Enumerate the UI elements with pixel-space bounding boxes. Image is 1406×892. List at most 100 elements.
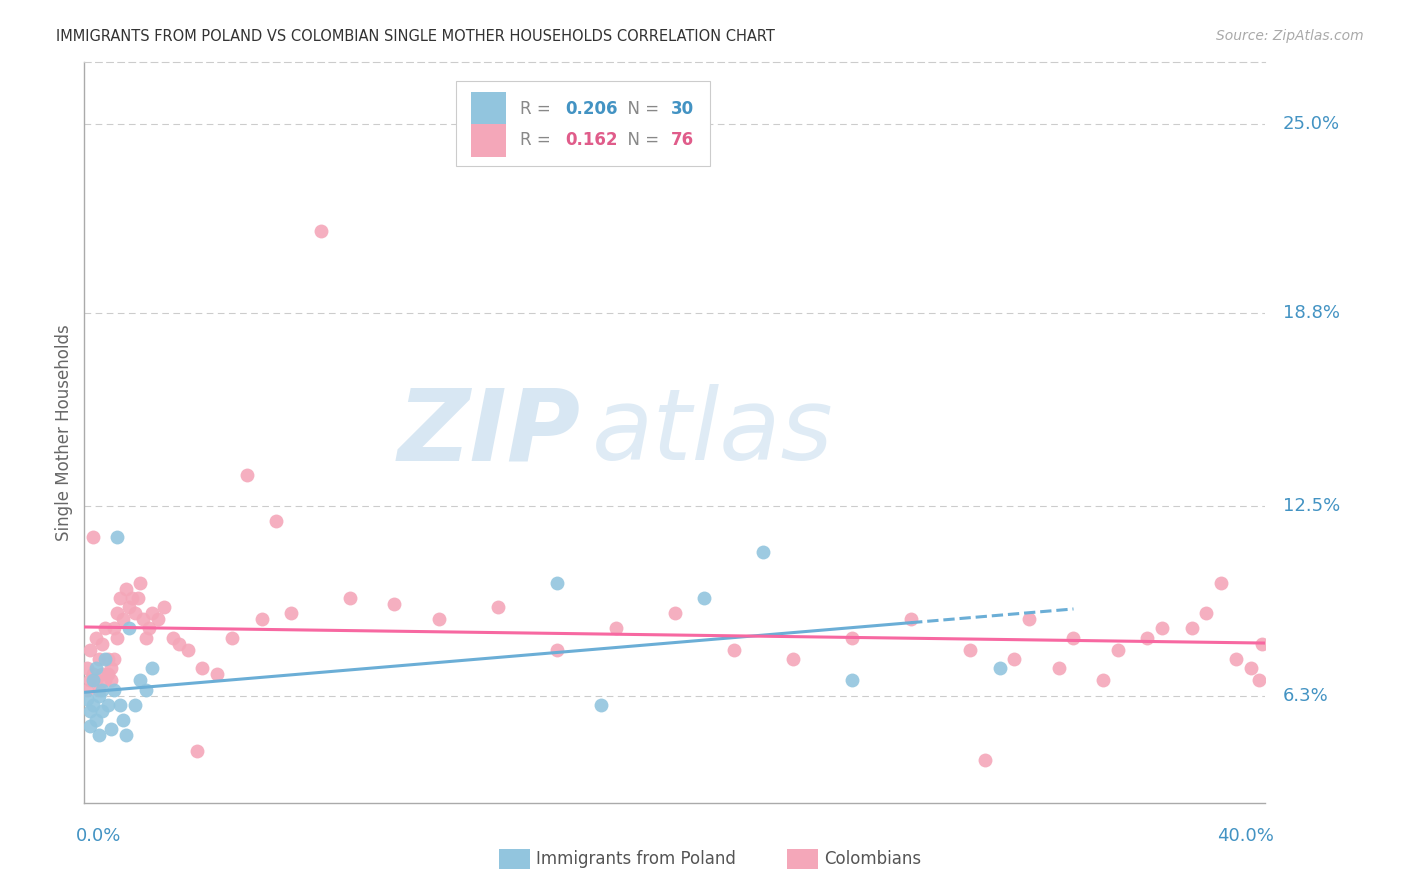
- Point: [127, 591, 149, 605]
- Point: [974, 753, 997, 767]
- Point: [723, 643, 745, 657]
- Point: [118, 599, 141, 614]
- Point: [280, 606, 302, 620]
- Point: [91, 637, 114, 651]
- Text: N =: N =: [617, 100, 665, 118]
- Point: [100, 723, 122, 737]
- Point: [148, 612, 170, 626]
- Point: [87, 652, 111, 666]
- Text: Colombians: Colombians: [824, 850, 921, 868]
- Text: 18.8%: 18.8%: [1284, 304, 1340, 322]
- Point: [605, 622, 627, 636]
- Point: [87, 689, 111, 703]
- Text: R =: R =: [520, 100, 557, 118]
- Point: [153, 599, 176, 614]
- Point: [1195, 606, 1218, 620]
- Text: 30: 30: [671, 100, 695, 118]
- Point: [100, 673, 122, 688]
- Point: [1251, 637, 1274, 651]
- Point: [841, 631, 863, 645]
- Point: [339, 591, 361, 605]
- Point: [1211, 575, 1233, 590]
- Point: [162, 631, 184, 645]
- Point: [91, 682, 114, 697]
- Point: [87, 682, 111, 697]
- Point: [1018, 612, 1040, 626]
- Point: [135, 631, 157, 645]
- Point: [76, 682, 98, 697]
- Text: 0.0%: 0.0%: [76, 827, 121, 846]
- Point: [664, 606, 686, 620]
- Point: [84, 673, 107, 688]
- Text: 25.0%: 25.0%: [1284, 115, 1340, 133]
- Point: [114, 729, 136, 743]
- Text: 0.206: 0.206: [565, 100, 617, 118]
- Point: [121, 591, 143, 605]
- Point: [84, 631, 107, 645]
- Point: [84, 713, 107, 727]
- Text: Source: ZipAtlas.com: Source: ZipAtlas.com: [1216, 29, 1364, 43]
- Point: [167, 637, 190, 651]
- Point: [752, 545, 775, 559]
- Point: [1150, 622, 1173, 636]
- Text: IMMIGRANTS FROM POLAND VS COLOMBIAN SINGLE MOTHER HOUSEHOLDS CORRELATION CHART: IMMIGRANTS FROM POLAND VS COLOMBIAN SING…: [56, 29, 775, 44]
- Point: [177, 643, 200, 657]
- Point: [546, 643, 568, 657]
- Text: 12.5%: 12.5%: [1284, 497, 1340, 515]
- Point: [129, 673, 152, 688]
- Point: [427, 612, 450, 626]
- Point: [266, 514, 288, 528]
- Point: [250, 612, 273, 626]
- Point: [97, 698, 120, 712]
- Point: [382, 597, 406, 611]
- Point: [129, 575, 152, 590]
- Point: [91, 667, 114, 681]
- Point: [108, 591, 131, 605]
- Point: [84, 661, 107, 675]
- Text: R =: R =: [520, 131, 557, 149]
- Text: 40.0%: 40.0%: [1218, 827, 1274, 846]
- FancyBboxPatch shape: [471, 123, 506, 157]
- Point: [1047, 661, 1070, 675]
- Point: [94, 652, 117, 666]
- Point: [105, 606, 128, 620]
- Point: [103, 622, 125, 636]
- Point: [1240, 661, 1263, 675]
- Y-axis label: Single Mother Households: Single Mother Households: [55, 325, 73, 541]
- Text: Immigrants from Poland: Immigrants from Poland: [536, 850, 735, 868]
- Point: [546, 575, 568, 590]
- Point: [82, 698, 104, 712]
- Point: [103, 652, 125, 666]
- Point: [221, 631, 243, 645]
- Point: [186, 744, 208, 758]
- Point: [118, 622, 141, 636]
- Point: [236, 468, 259, 483]
- Point: [79, 643, 101, 657]
- Point: [141, 661, 163, 675]
- Point: [693, 591, 716, 605]
- Point: [76, 661, 98, 675]
- Point: [103, 682, 125, 697]
- Point: [1004, 652, 1026, 666]
- Point: [1136, 631, 1159, 645]
- FancyBboxPatch shape: [457, 81, 710, 166]
- Point: [1063, 631, 1085, 645]
- Point: [138, 622, 160, 636]
- Point: [111, 612, 134, 626]
- Text: atlas: atlas: [592, 384, 834, 481]
- Point: [486, 599, 509, 614]
- Text: 76: 76: [671, 131, 695, 149]
- Point: [114, 582, 136, 596]
- Point: [82, 667, 104, 681]
- Point: [79, 704, 101, 718]
- Point: [108, 698, 131, 712]
- Point: [124, 698, 146, 712]
- Point: [135, 682, 157, 697]
- Point: [124, 606, 146, 620]
- FancyBboxPatch shape: [471, 93, 506, 126]
- Point: [207, 667, 229, 681]
- Point: [1249, 673, 1271, 688]
- Point: [94, 622, 117, 636]
- Point: [87, 729, 111, 743]
- Text: ZIP: ZIP: [398, 384, 581, 481]
